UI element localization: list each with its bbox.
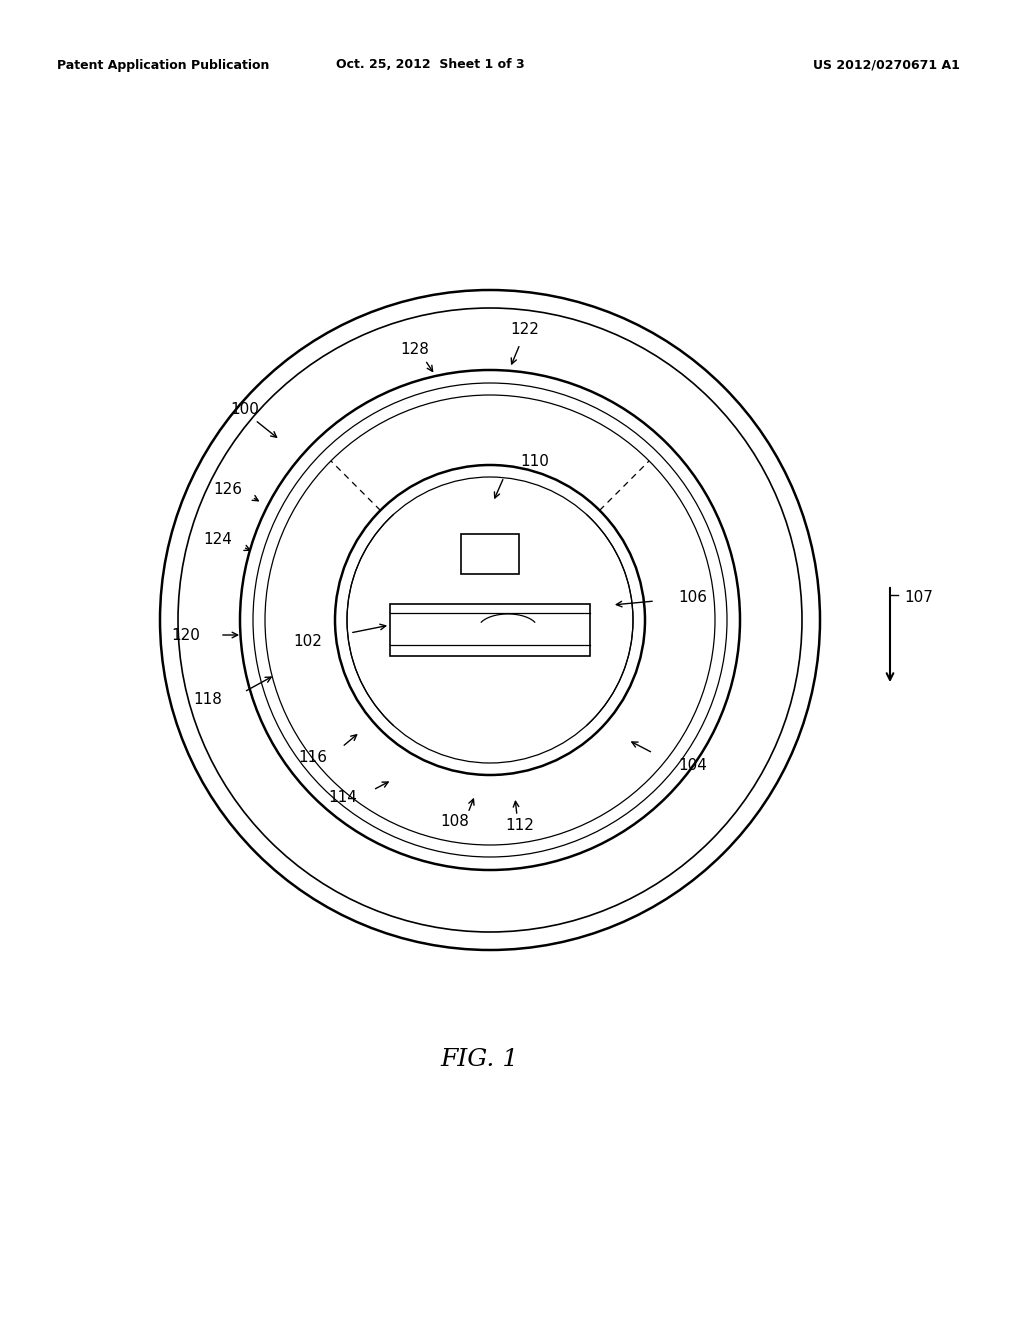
Text: 112: 112 (506, 817, 535, 833)
Text: 128: 128 (400, 342, 429, 358)
Text: US 2012/0270671 A1: US 2012/0270671 A1 (813, 58, 961, 71)
Text: 120: 120 (171, 627, 200, 643)
Text: 116: 116 (298, 751, 327, 766)
Text: 106: 106 (678, 590, 707, 606)
Text: 107: 107 (904, 590, 933, 605)
Text: 122: 122 (511, 322, 540, 338)
Text: Oct. 25, 2012  Sheet 1 of 3: Oct. 25, 2012 Sheet 1 of 3 (336, 58, 524, 71)
Bar (461, 535, 519, 574)
Text: FIG. 1: FIG. 1 (441, 1048, 519, 1072)
Bar (390, 605, 590, 656)
Text: 104: 104 (678, 758, 707, 772)
Text: 114: 114 (328, 791, 357, 805)
Text: 102: 102 (293, 635, 322, 649)
Text: Patent Application Publication: Patent Application Publication (57, 58, 269, 71)
Text: 118: 118 (194, 693, 222, 708)
Text: 124: 124 (203, 532, 232, 548)
Text: 110: 110 (520, 454, 549, 470)
Text: 126: 126 (213, 483, 242, 498)
Text: 108: 108 (440, 814, 469, 829)
Text: 100: 100 (230, 403, 259, 417)
